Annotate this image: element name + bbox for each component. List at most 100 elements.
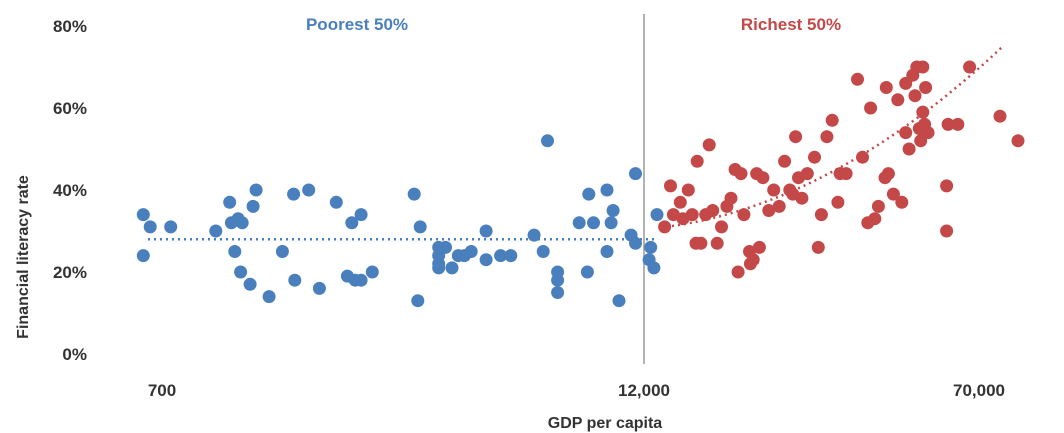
richest-data-point bbox=[963, 60, 977, 74]
poorest-data-point bbox=[527, 228, 541, 242]
poorest-data-point bbox=[551, 286, 565, 299]
poorest-data-point bbox=[275, 245, 289, 258]
poorest-data-point bbox=[432, 257, 446, 271]
poorest-data-point bbox=[572, 216, 586, 230]
richest-data-point bbox=[772, 199, 786, 213]
y-tick-label: 20% bbox=[53, 263, 87, 282]
richest-trend-line bbox=[665, 45, 1004, 229]
poorest-data-point bbox=[312, 281, 326, 295]
poorest-data-point bbox=[413, 220, 427, 234]
richest-data-point bbox=[941, 117, 955, 131]
richest-data-point bbox=[899, 126, 913, 140]
richest-data-point bbox=[737, 208, 751, 222]
poorest-data-point bbox=[246, 199, 260, 213]
richest-data-point bbox=[993, 109, 1007, 123]
y-axis-ticks: 0% 20% 40% 60% 80% bbox=[53, 17, 87, 364]
richest-data-point bbox=[856, 150, 869, 164]
richest-data-point bbox=[811, 240, 825, 254]
richest-data-point bbox=[879, 81, 893, 94]
richest-data-point bbox=[895, 195, 909, 209]
richest-data-point bbox=[746, 253, 760, 267]
richest-data-point bbox=[767, 183, 781, 197]
poorest-data-point bbox=[650, 208, 664, 222]
richest-group-label: Richest 50% bbox=[741, 15, 841, 34]
poorest-data-point bbox=[479, 253, 493, 267]
richest-data-point bbox=[681, 183, 695, 197]
poorest-data-point bbox=[136, 208, 150, 222]
poorest-data-point bbox=[439, 240, 452, 254]
poorest-data-point bbox=[288, 273, 302, 287]
y-axis-label: Financial literacy rate bbox=[15, 175, 32, 339]
richest-data-point bbox=[731, 265, 745, 279]
poorest-data-point bbox=[329, 195, 343, 209]
richest-data-point bbox=[831, 195, 845, 209]
richest-data-point bbox=[919, 81, 933, 94]
richest-data-point bbox=[795, 191, 809, 205]
richest-data-point bbox=[724, 191, 738, 205]
poorest-data-point bbox=[604, 216, 618, 230]
richest-data-point bbox=[916, 105, 930, 119]
poorest-data-point bbox=[411, 294, 425, 308]
richest-data-point bbox=[951, 117, 965, 131]
y-tick-label: 80% bbox=[53, 17, 87, 36]
x-tick-label: 700 bbox=[148, 381, 176, 400]
x-axis-ticks: 700 12,000 70,000 bbox=[148, 381, 1005, 400]
richest-data-point bbox=[789, 130, 803, 144]
richest-data-point bbox=[902, 142, 916, 156]
richest-data-point bbox=[702, 138, 716, 152]
richest-data-point bbox=[808, 150, 821, 164]
richest-data-point bbox=[715, 220, 728, 234]
poorest-data-point bbox=[209, 224, 223, 238]
poorest-data-point bbox=[536, 245, 550, 258]
richest-data-point bbox=[685, 208, 699, 222]
richest-data-point bbox=[694, 236, 708, 250]
poorest-data-point bbox=[228, 245, 242, 258]
poorest-data-point bbox=[464, 245, 478, 258]
y-tick-label: 60% bbox=[53, 99, 87, 118]
poorest-data-point bbox=[243, 277, 257, 291]
poorest-data-point bbox=[234, 265, 248, 279]
trend-lines bbox=[148, 45, 1004, 241]
richest-data-point bbox=[916, 60, 930, 74]
richest-data-point bbox=[881, 167, 895, 181]
richest-data-point bbox=[871, 199, 885, 213]
poorest-data-point bbox=[287, 187, 301, 201]
richest-data-point bbox=[891, 93, 905, 107]
poorest-data-point bbox=[582, 187, 596, 201]
poorest-group-label: Poorest 50% bbox=[306, 15, 408, 34]
poorest-data-point bbox=[541, 134, 554, 148]
poorest-data-point bbox=[354, 273, 368, 287]
poorest-data-point bbox=[365, 265, 379, 279]
poorest-data-point bbox=[143, 220, 157, 234]
x-tick-label: 70,000 bbox=[953, 381, 1005, 400]
poorest-data-point bbox=[600, 245, 614, 258]
richest-data-point bbox=[864, 101, 878, 115]
richest-data-point bbox=[673, 195, 687, 209]
poorest-data-point bbox=[494, 249, 508, 263]
x-tick-label: 12,000 bbox=[618, 381, 670, 400]
richest-data-point bbox=[1011, 134, 1025, 148]
richest-data-point bbox=[921, 126, 935, 140]
poorest-data-point bbox=[551, 273, 565, 287]
poorest-data-point bbox=[249, 183, 263, 197]
poorest-data-point bbox=[580, 265, 594, 279]
poorest-data-point bbox=[644, 240, 658, 254]
richest-data-point bbox=[664, 179, 677, 193]
poorest-data-point bbox=[354, 208, 368, 222]
richest-data-point bbox=[690, 154, 704, 168]
richest-data-point bbox=[940, 179, 954, 193]
richest-data-point bbox=[762, 204, 776, 217]
richest-data-point bbox=[908, 89, 922, 103]
richest-data-point bbox=[820, 130, 834, 144]
poorest-data-point bbox=[629, 236, 642, 250]
richest-data-point bbox=[800, 167, 814, 181]
richest-data-point bbox=[706, 204, 720, 217]
poorest-data-point bbox=[302, 183, 316, 197]
poorest-data-point bbox=[629, 167, 642, 181]
poorest-data-point bbox=[647, 261, 661, 275]
poorest-data-point bbox=[235, 216, 249, 230]
richest-data-point bbox=[658, 220, 672, 234]
poorest-data-point bbox=[345, 216, 359, 230]
poorest-data-point bbox=[600, 183, 614, 197]
